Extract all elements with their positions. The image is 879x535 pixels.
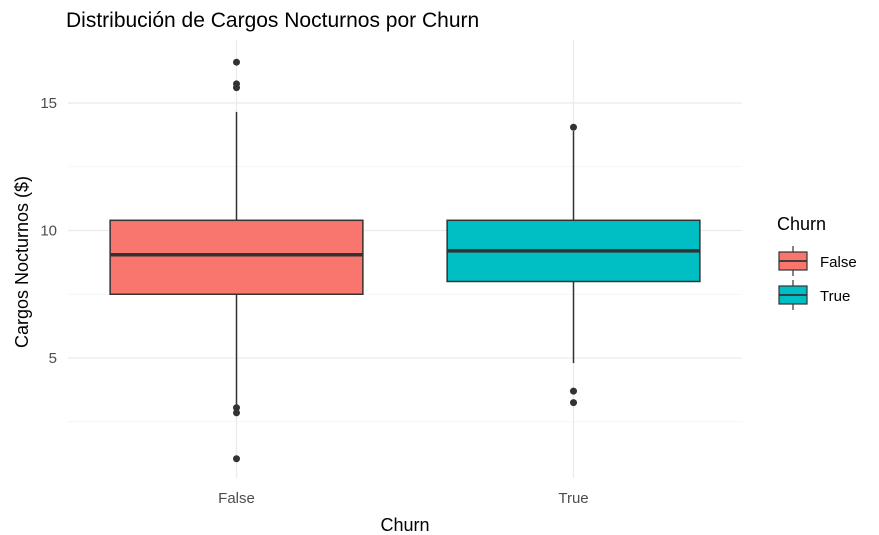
legend-key-true [778,280,808,310]
x-axis-title: Churn [380,515,429,535]
x-tick-labels: False True [218,490,588,507]
x-tick-label: True [558,490,588,507]
legend: Churn False True [777,214,857,310]
y-tick-labels: 5 10 15 [40,95,57,367]
box-false [109,58,364,463]
outlier-point [233,409,240,417]
outlier-point [570,399,577,407]
box-rect [109,219,364,295]
boxes [109,58,701,463]
y-tick-label: 10 [40,223,57,240]
outlier-point [233,455,240,463]
legend-label: True [820,288,850,305]
legend-title: Churn [777,214,826,234]
y-tick-label: 5 [49,350,57,367]
y-tick-label: 15 [40,95,57,112]
outlier-point [233,404,240,412]
y-axis-title: Cargos Nocturnos ($) [12,176,32,348]
outlier-point [570,387,577,395]
box-true [446,123,701,407]
legend-label: False [820,254,857,271]
outlier-point [233,58,240,66]
legend-key-false [778,246,808,276]
outlier-point [570,123,577,131]
x-tick-label: False [218,490,255,507]
chart-title: Distribución de Cargos Nocturnos por Chu… [66,9,479,32]
outlier-point [233,84,240,92]
